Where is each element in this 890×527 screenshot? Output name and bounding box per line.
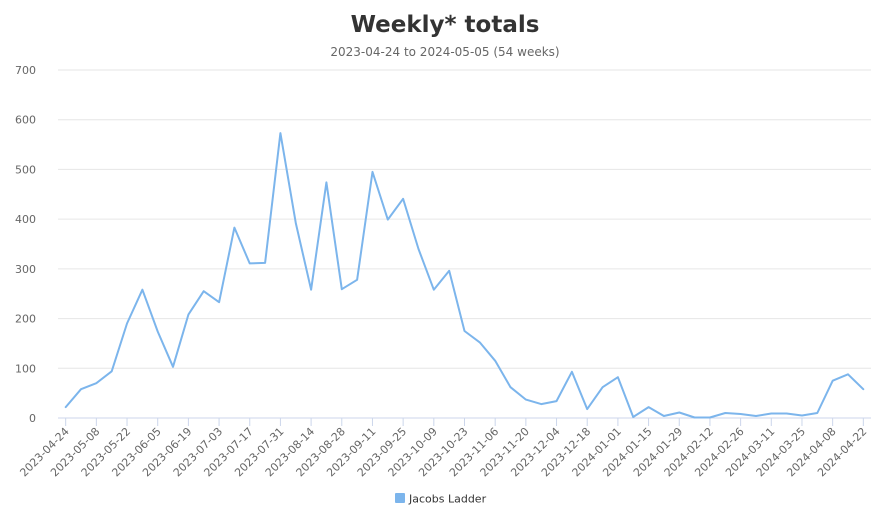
y-tick-label: 600	[15, 114, 36, 127]
y-tick-label: 200	[15, 313, 36, 326]
y-tick-label: 500	[15, 163, 36, 176]
y-tick-label: 300	[15, 263, 36, 276]
y-tick-label: 400	[15, 213, 36, 226]
series-line	[64, 132, 865, 419]
legend[interactable]: Jacobs Ladder	[395, 493, 487, 506]
series-group	[64, 132, 865, 419]
y-tick-label: 100	[15, 362, 36, 375]
chart-subtitle: 2023-04-24 to 2024-05-05 (54 weeks)	[330, 45, 560, 59]
legend-swatch[interactable]	[395, 493, 405, 503]
y-tick-label: 700	[15, 64, 36, 77]
y-axis: 0 100 200 300 400 500 600 700	[15, 64, 36, 425]
legend-label[interactable]: Jacobs Ladder	[408, 493, 487, 506]
grid-lines	[58, 69, 871, 419]
y-tick-label: 0	[29, 412, 36, 425]
chart-title: Weekly* totals	[350, 12, 540, 38]
x-axis: 2023-04-242023-05-082023-05-222023-06-05…	[17, 418, 869, 479]
